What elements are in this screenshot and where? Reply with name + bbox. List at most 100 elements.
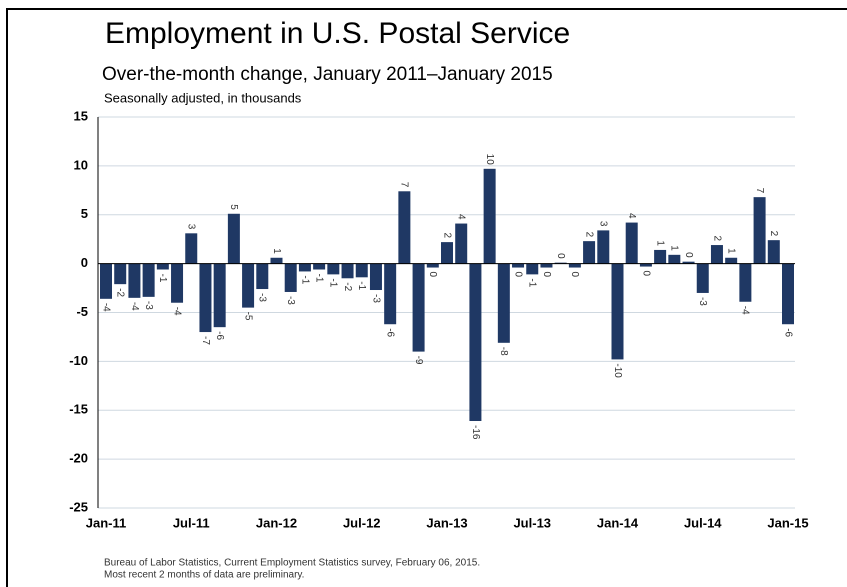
value-label: 4 — [456, 214, 467, 220]
bar — [611, 263, 624, 360]
x-tick-label: Jan-15 — [767, 515, 808, 530]
bar — [242, 263, 255, 308]
x-tick-label: Jan-12 — [256, 515, 297, 530]
y-tick-label: -15 — [69, 402, 88, 417]
value-label: 0 — [555, 253, 566, 259]
bar — [298, 263, 311, 272]
value-label: 2 — [583, 232, 594, 238]
value-label: -2 — [115, 288, 126, 297]
value-label: 2 — [768, 231, 779, 237]
bar — [696, 263, 709, 293]
source: Bureau of Labor Statistics, Current Empl… — [104, 558, 480, 569]
value-label: -3 — [370, 294, 381, 303]
bar — [114, 263, 127, 285]
value-label: -5 — [242, 312, 253, 321]
value-label: -8 — [498, 347, 509, 356]
value-label: 1 — [669, 245, 680, 251]
value-label: 0 — [541, 272, 552, 278]
bar — [398, 191, 411, 264]
x-tick-label: Jan-13 — [426, 515, 467, 530]
value-label: 4 — [626, 213, 637, 219]
y-tick-label: 5 — [81, 206, 88, 221]
bar — [142, 263, 155, 297]
value-label: -4 — [740, 306, 751, 315]
bar — [639, 263, 652, 267]
bar — [767, 240, 780, 264]
x-tick-label: Jul-13 — [513, 515, 551, 530]
chart-title: Employment in U.S. Postal Service — [105, 17, 570, 50]
bar — [369, 263, 382, 291]
bar — [725, 257, 738, 264]
value-label: -1 — [313, 273, 324, 282]
bar — [739, 263, 752, 302]
bar — [625, 222, 638, 264]
bar — [568, 263, 581, 268]
y-tick-label: 10 — [74, 157, 88, 172]
bar — [412, 263, 425, 352]
value-label: -6 — [385, 328, 396, 337]
bar — [270, 257, 283, 264]
y-tick-label: -5 — [76, 304, 88, 319]
x-tick-label: Jul-12 — [343, 515, 381, 530]
value-label: -3 — [697, 297, 708, 306]
bar — [327, 263, 340, 275]
bar — [597, 230, 610, 264]
bar — [753, 197, 766, 264]
chart-note: Seasonally adjusted, in thousands — [104, 90, 302, 105]
bar — [341, 263, 354, 279]
value-label: 3 — [186, 224, 197, 230]
bar — [526, 263, 539, 275]
value-label: 10 — [484, 154, 495, 166]
bar — [682, 261, 695, 264]
value-label: 2 — [711, 235, 722, 241]
bar — [426, 263, 439, 268]
value-label: -10 — [612, 363, 623, 378]
value-label: -4 — [100, 303, 111, 312]
bar — [512, 263, 525, 268]
bar — [583, 241, 596, 264]
bar — [156, 263, 169, 270]
y-tick-label: 0 — [81, 255, 88, 270]
value-label: 1 — [271, 248, 282, 254]
bar — [171, 263, 184, 303]
value-label: 7 — [399, 182, 410, 188]
footnote: Most recent 2 months of data are prelimi… — [104, 570, 304, 581]
bar — [284, 263, 297, 292]
value-label: -1 — [527, 278, 538, 287]
x-tick-label: Jan-11 — [86, 515, 126, 530]
bar — [213, 263, 226, 328]
bar — [128, 263, 141, 298]
value-label: 0 — [569, 272, 580, 278]
value-label: -1 — [299, 275, 310, 284]
value-label: -3 — [143, 301, 154, 310]
bar — [355, 263, 368, 278]
bar — [441, 242, 453, 264]
y-tick-label: -10 — [69, 353, 88, 368]
bar — [668, 254, 681, 264]
value-label: 1 — [654, 240, 665, 246]
bar — [654, 249, 667, 264]
value-label: -4 — [129, 302, 140, 311]
value-label: 1 — [726, 248, 737, 254]
value-label: 3 — [598, 221, 609, 227]
value-label: -3 — [257, 293, 268, 302]
bar — [540, 263, 553, 268]
value-label: 7 — [754, 188, 765, 194]
value-label: 0 — [427, 272, 438, 278]
frame — [6, 8, 847, 587]
value-label: -6 — [214, 331, 225, 340]
bar — [455, 223, 468, 264]
value-label: -6 — [782, 328, 793, 337]
bar — [100, 263, 112, 299]
value-label: -2 — [342, 282, 353, 291]
bar — [199, 263, 212, 333]
value-label: 0 — [640, 271, 651, 277]
bar — [710, 245, 723, 264]
value-label: -3 — [285, 296, 296, 305]
x-tick-label: Jan-14 — [597, 515, 639, 530]
x-tick-label: Jul-11 — [173, 515, 210, 530]
value-label: 0 — [683, 252, 694, 258]
y-tick-label: 15 — [74, 108, 88, 123]
bar — [782, 263, 794, 325]
